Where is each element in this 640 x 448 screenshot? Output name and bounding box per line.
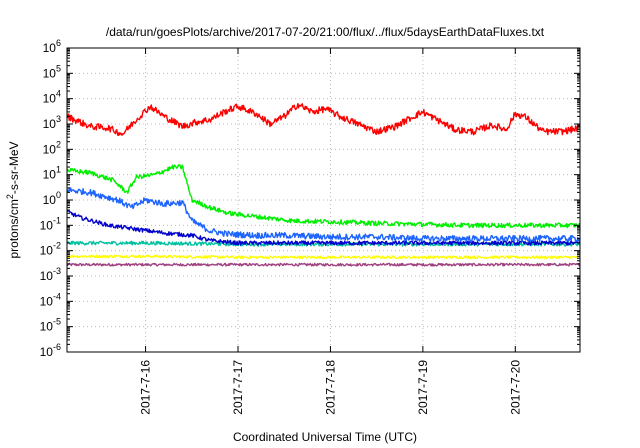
y-tick-label: 10-4 — [40, 291, 61, 308]
y-axis-label-rest: -s-sr-MeV — [7, 141, 21, 194]
y-tick-label: 10-2 — [40, 241, 61, 258]
series-line-0 — [66, 102, 581, 137]
x-axis-label: Coordinated Universal Time (UTC) — [233, 430, 417, 444]
x-tick-label: 2017-7-16 — [139, 360, 153, 415]
series-line-5 — [66, 254, 581, 260]
series-line-1 — [66, 164, 581, 229]
series-line-6 — [66, 262, 580, 267]
series-group — [66, 102, 581, 267]
y-axis-label-main: protons/cm — [7, 199, 21, 258]
series-line-3 — [66, 209, 581, 246]
x-tick-label: 2017-7-20 — [508, 360, 522, 415]
y-tick-label: 10-6 — [40, 342, 61, 359]
grid-lines — [67, 48, 580, 352]
x-axis: 2017-7-16 2017-7-17 2017-7-18 2017-7-19 2017… — [139, 48, 522, 415]
y-tick-label: 101 — [43, 165, 61, 182]
series-line-2 — [66, 187, 581, 243]
chart-title: /data/run/goesPlots/archive/2017-07-20/2… — [106, 25, 545, 39]
y-axis-label: protons/cm2-s-sr-MeV — [5, 141, 21, 258]
y-tick-label: 105 — [43, 63, 61, 80]
y-axis: 10-6 10-5 10-4 10-3 10-2 10-1 100 101 102 103 104 1… — [40, 38, 580, 359]
y-tick-label: 100 — [43, 190, 61, 207]
y-tick-label: 103 — [43, 114, 61, 131]
y-tick-label: 10-5 — [40, 317, 61, 334]
y-tick-label: 104 — [43, 89, 61, 106]
y-tick-label: 102 — [43, 139, 61, 156]
x-tick-label: 2017-7-17 — [231, 360, 245, 415]
y-tick-label: 10-1 — [40, 215, 61, 232]
y-tick-label: 10-3 — [40, 266, 61, 283]
y-tick-label: 106 — [43, 38, 61, 55]
y-axis-label-sup: 2 — [5, 194, 15, 199]
x-tick-label: 2017-7-18 — [323, 360, 337, 415]
x-tick-label: 2017-7-19 — [416, 360, 430, 415]
